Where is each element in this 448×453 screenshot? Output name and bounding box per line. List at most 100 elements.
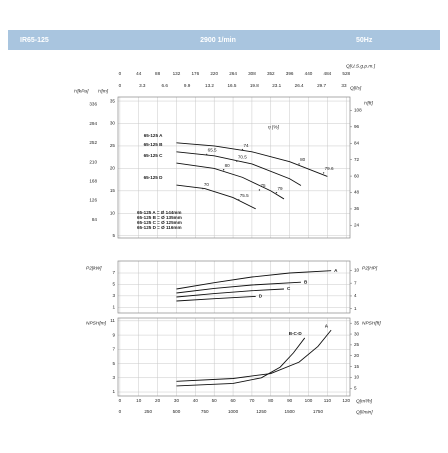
y3-tick-label: 294 [89, 121, 97, 126]
axis-label: H[kPa] [74, 88, 89, 94]
y2-tick-label: 10 [354, 268, 360, 273]
efficiency-point [236, 160, 238, 162]
x2-tick-label: 440 [305, 71, 313, 76]
curve [176, 288, 285, 298]
y2-tick-label: 1 [354, 306, 357, 311]
y-tick-label: 15 [110, 188, 116, 193]
impeller-diameter: 65-125 D = Ø 116mm [137, 225, 182, 230]
curve [176, 151, 302, 186]
curve [176, 295, 256, 302]
curve [176, 184, 256, 210]
y3-tick-label: 336 [89, 102, 97, 107]
y3-tick-label: 126 [89, 198, 97, 203]
x-tick-label: 60 [230, 398, 236, 403]
x2-tick-label: 132 [173, 71, 181, 76]
x2-tick-label: 308 [248, 71, 256, 76]
x3-tick-label: 13.2 [205, 83, 214, 88]
x3-tick-label: 3.3 [139, 83, 146, 88]
x2-tick-label: 484 [324, 71, 332, 76]
x2-tick-label: 176 [191, 71, 199, 76]
x2-tick-label: 1750 [313, 409, 324, 414]
y2-tick-label: 84 [354, 140, 360, 145]
y-tick-label: 5 [112, 282, 115, 287]
axis-label: NPSH[m] [86, 320, 107, 326]
curve-label: B-C-D [289, 331, 303, 336]
y2-tick-label: 5 [354, 385, 357, 390]
x2-tick-label: 1250 [256, 409, 267, 414]
x3-tick-label: 33 [341, 83, 347, 88]
impeller-diameter: 65-125 A = Ø 144mm [137, 210, 181, 215]
efficiency-value: 79.6 [325, 166, 334, 171]
plot-frame [117, 317, 351, 397]
y2-tick-label: 30 [354, 331, 360, 336]
efficiency-point [222, 169, 225, 171]
axis-label: Q[U.S.g.p.m.] [346, 63, 376, 69]
y-tick-label: 9 [112, 332, 115, 337]
efficiency-value: 65.5 [208, 148, 217, 153]
curve [176, 162, 285, 200]
axis-label: P2[kW] [86, 265, 102, 271]
impeller-diameter: 65-125 B = Ø 135mm [137, 215, 182, 220]
y2-tick-label: 48 [354, 190, 360, 195]
x-tick-label: 110 [324, 398, 332, 403]
curve-label: 65-125 D [144, 175, 164, 180]
x-tick-label: 70 [249, 398, 255, 403]
y-tick-label: 5 [112, 233, 115, 238]
plot-frame [117, 260, 351, 314]
y2-tick-label: 24 [354, 223, 360, 228]
efficiency-value: 74 [243, 143, 249, 148]
y-tick-label: 5 [112, 361, 115, 366]
y2-tick-label: 20 [354, 353, 360, 358]
x2-tick-label: 1500 [285, 409, 296, 414]
y-tick-label: 30 [110, 121, 116, 126]
x2-tick-label: 220 [210, 71, 218, 76]
efficiency-point [202, 187, 204, 190]
x3-tick-label: 9.9 [184, 83, 191, 88]
efficiency-value: 75 [260, 183, 266, 188]
efficiency-point [238, 199, 240, 201]
efficiency-point [241, 148, 244, 151]
efficiency-value: 70 [204, 182, 210, 187]
efficiency-value: 80 [225, 163, 231, 168]
y2-tick-label: 96 [354, 124, 360, 129]
x3-tick-label: 29.7 [317, 83, 326, 88]
x2-tick-label: 44 [136, 71, 142, 76]
curve [176, 281, 301, 294]
efficiency-point [258, 189, 261, 191]
efficiency-point [205, 153, 208, 156]
curve-label: 65-125 A [144, 133, 163, 138]
curve-label: A [325, 323, 329, 328]
y2-tick-label: 7 [354, 280, 357, 285]
y-tick-label: 11 [110, 318, 115, 323]
x-tick-label: 100 [305, 398, 313, 403]
curve-label: C [287, 286, 291, 291]
x3-tick-label: 0 [119, 83, 122, 88]
y-tick-label: 25 [110, 143, 116, 148]
y-tick-label: 3 [112, 293, 115, 298]
y3-tick-label: 84 [92, 217, 98, 222]
efficiency-value: 79 [277, 186, 283, 191]
curve [176, 337, 306, 387]
x2-tick-label: 528 [342, 71, 350, 76]
x2-tick-label: 250 [144, 409, 152, 414]
axis-label: Q[l/min] [356, 409, 373, 415]
x-tick-label: 20 [155, 398, 161, 403]
plot-frame [117, 96, 351, 239]
x3-tick-label: 19.8 [250, 83, 259, 88]
header-bar [8, 30, 440, 50]
x3-tick-label: 23.1 [272, 83, 281, 88]
efficiency-label: η [%] [268, 124, 280, 130]
x-tick-label: 0 [119, 398, 122, 403]
y2-tick-label: 36 [354, 206, 360, 211]
x-tick-label: 50 [212, 398, 218, 403]
axis-label: P2[HP] [362, 265, 378, 271]
y-tick-label: 20 [110, 166, 116, 171]
efficiency-point [275, 191, 278, 194]
x2-tick-label: 1000 [228, 409, 239, 414]
x3-tick-label: 26.4 [295, 83, 304, 88]
x2-tick-label: 396 [286, 71, 294, 76]
axis-label: Q[m³/h] [356, 398, 373, 404]
x2-tick-label: 264 [229, 71, 237, 76]
curve-label: D [259, 294, 263, 299]
